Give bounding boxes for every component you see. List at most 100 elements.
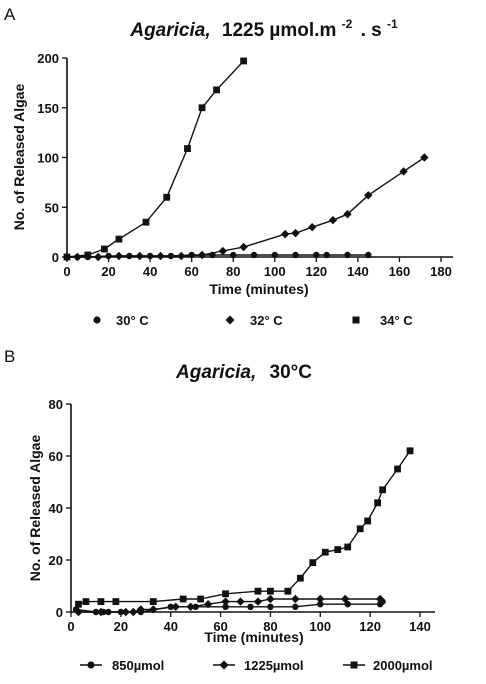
panel-b-series-2-diamond-marker [74, 607, 83, 617]
panel-b-series-3-square-marker [82, 598, 90, 605]
panel-a-series-2-diamond-marker [420, 153, 429, 162]
panel-b-y-tick-label: 20 [49, 553, 63, 568]
panel-a-series-3-square-marker [213, 86, 220, 94]
panel-b-legend-diamond-marker [219, 660, 229, 670]
panel-a-series-1 [63, 251, 372, 261]
panel-a-legend-label: 30° C [116, 313, 149, 328]
panel-b-series-2-diamond-marker [136, 605, 145, 614]
panel-a-series-3-square-marker [240, 57, 248, 65]
panel-b-series-3-square-marker [254, 587, 262, 595]
panel-a-series-3-square-marker [63, 253, 71, 261]
panel-b-x-tick-label: 20 [114, 619, 128, 634]
panel-b-y-ticks: 0 20 40 60 80 [49, 397, 71, 620]
panel-a-series-3-square-marker [142, 218, 150, 226]
panel-b-series-3-square-marker [394, 465, 401, 473]
panel-b-y-tick-label: 80 [49, 397, 63, 412]
panel-a-series-3-line [66, 60, 245, 258]
panel-b-series-2-diamond-marker [316, 594, 325, 604]
panel-b-series-2-diamond-marker [375, 594, 385, 604]
panel-a-legend-diamond-marker [225, 315, 235, 325]
panel-a-legend-square-marker [352, 316, 360, 324]
panel-b-series-2-diamond-marker [171, 602, 180, 611]
panel-a-series-2-diamond-marker [307, 222, 317, 232]
panel-b-series-3 [75, 447, 414, 608]
panel-a-series-2-diamond-marker [328, 215, 338, 225]
panel-a-series-3-square-marker [198, 104, 206, 112]
panel-a-series-1-circle-marker [250, 251, 258, 259]
panel-b-title-rest: 30°C [270, 362, 313, 383]
panel-b-x-axis-label: Time (minutes) [204, 629, 303, 645]
panel-b-legend-label: 850µmol [112, 658, 164, 673]
panel-b-series-3-square-marker [321, 548, 329, 556]
panel-a-title: Agaricia, 1225 µmol.m -2 . s -1 [129, 12, 398, 41]
panel-a-y-axis-label: No. of Released Algae [11, 84, 27, 231]
panel-b-series-3-square-marker [406, 447, 414, 455]
panel-b-series-2-diamond-marker [266, 594, 275, 604]
panel-b-x-tick-label: 120 [359, 619, 381, 634]
panel-b-series-1-circle-marker [222, 603, 229, 610]
panel-a-title-rest: 1225 µmol.m [222, 20, 336, 41]
panel-b-legend: 850µmol 1225µmol 2000µmol [80, 658, 433, 673]
panel-a-series-1-circle-marker [230, 251, 237, 259]
panel-a-series-1-circle-marker [365, 251, 372, 259]
panel-b-x-tick-label: 100 [309, 619, 331, 634]
panel-b-series-3-square-marker [296, 574, 304, 582]
panel-a-series-2-diamond-marker [291, 228, 300, 238]
panel-a-series-1-circle-marker [271, 251, 278, 259]
panel-a-series-3-square-marker [163, 193, 171, 201]
panel-a-x-tick-label: 0 [63, 264, 70, 279]
panel-a-x-tick-label: 140 [347, 264, 369, 279]
panel-a-y-tick-label: 0 [52, 250, 59, 265]
panel-b-series-3-square-marker [149, 598, 157, 605]
panel-a-series-2-diamond-marker [156, 251, 165, 261]
panel-b-title: Agaricia, 30°C [175, 362, 312, 383]
panel-a-series-2-diamond-marker [197, 250, 207, 260]
panel-a-series-2-diamond-marker [239, 242, 248, 252]
panel-b-series-1-circle-marker [317, 601, 324, 608]
panel-b-series-2-diamond-marker [341, 594, 350, 604]
panel-b-legend-label: 2000µmol [373, 658, 433, 673]
panel-a-series-2-diamond-marker [218, 246, 228, 256]
panel-a-series-1-circle-marker [292, 251, 299, 259]
panel-a-title-tail: . s [361, 20, 382, 41]
panel-a-x-tick-label: 160 [389, 264, 411, 279]
panel-a-letter: A [4, 5, 16, 24]
panel-b-title-italic: Agaricia, [175, 362, 256, 383]
panel-a-x-tick-label: 80 [226, 264, 240, 279]
panel-b-x-ticks: 0 20 40 60 80 100 120 140 [67, 612, 431, 634]
panel-a-series-2-diamond-marker [177, 251, 186, 261]
panel-a-series-2-diamond-marker [280, 229, 290, 239]
panel-b-series [72, 447, 414, 617]
panel-a-series-3-square-marker [115, 235, 123, 243]
panel-b-series-2-diamond-marker [96, 607, 106, 617]
panel-a-x-tick-label: 100 [264, 264, 286, 279]
panel-b-series-3-square-marker [97, 598, 105, 605]
panel-b-series-3-square-marker [364, 517, 372, 525]
panel-a-y-tick-label: 50 [45, 200, 59, 215]
panel-a-series-3 [63, 57, 248, 261]
panel-b-series-2 [74, 594, 385, 617]
panel-a-series-2-diamond-marker [135, 251, 144, 261]
panel-a-legend-label: 32° C [250, 313, 283, 328]
panel-a-y-ticks: 0 50 100 150 200 [37, 51, 67, 265]
panel-a-legend-item-30c: 30° C [93, 313, 149, 328]
panel-b-legend-label: 1225µmol [244, 658, 304, 673]
panel-a-series [62, 57, 429, 262]
panel-a-title-tail-superscript: -1 [387, 17, 398, 31]
panel-b-series-3-square-marker [222, 590, 229, 598]
panel-b-x-tick-label: 80 [263, 619, 277, 634]
panel-a-series-3-square-marker [184, 145, 191, 152]
panel-b-x-tick-label: 40 [163, 619, 177, 634]
panel-b-chart: B Agaricia, 30°C No. of Released Algae 0… [4, 347, 435, 673]
panel-a-series-2-diamond-marker [73, 252, 82, 262]
panel-a-legend-circle-marker [93, 316, 101, 324]
panel-b-legend-square-marker [350, 661, 358, 669]
panel-a-legend-item-34c: 34° C [352, 313, 413, 328]
panel-b-series-3-square-marker [112, 598, 120, 605]
panel-a-x-axis-label: Time (minutes) [209, 281, 308, 297]
panel-a-series-1-circle-marker [344, 251, 351, 259]
panel-b-series-1-circle-marker [292, 603, 299, 610]
panel-b-series-2-diamond-marker [129, 607, 138, 617]
panel-a-series-1-circle-marker [313, 251, 320, 259]
panel-a-x-ticks: 0 20 40 60 80 100 120 140 160 180 [63, 257, 452, 279]
